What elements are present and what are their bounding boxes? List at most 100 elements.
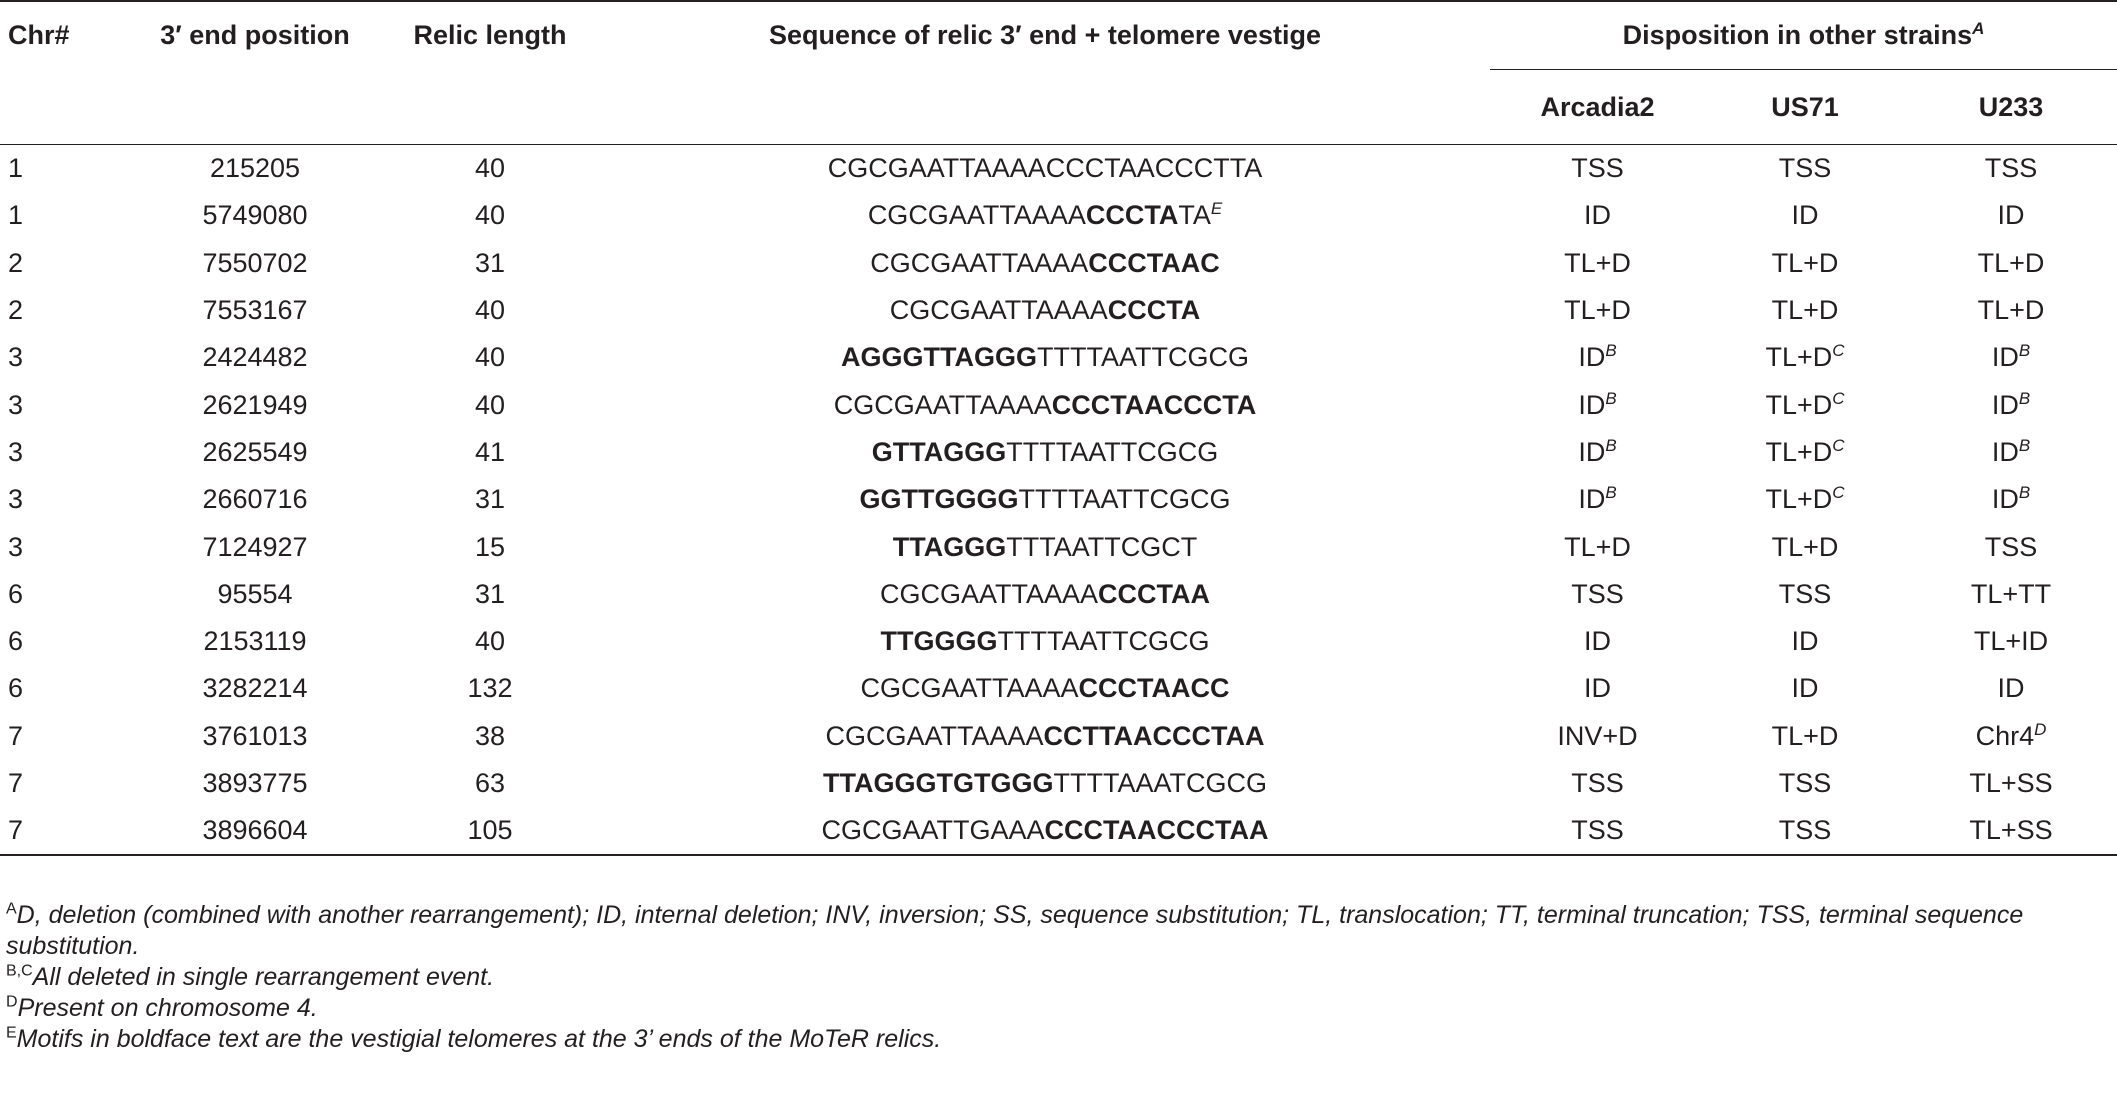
cell-us71: ID <box>1705 192 1905 239</box>
disposition-value: ID <box>1578 342 1606 373</box>
sequence-telomere-vestige: CCTTAACCCTAA <box>1043 720 1265 751</box>
footnote-mark: E <box>6 1024 17 1042</box>
col-header-position: 3′ end position <box>160 20 350 51</box>
cell-us71: TL+D <box>1705 523 1905 570</box>
sequence-telomere-vestige: CCCTAAC <box>1088 247 1220 278</box>
cell-u233: IDB <box>1905 476 2117 523</box>
disposition-value: TL+D <box>1771 720 1839 751</box>
cell-u233: IDB <box>1905 381 2117 428</box>
sequence-plain: TTTTAAATCGCG <box>1053 768 1267 798</box>
cell-u233: IDB <box>1905 334 2117 381</box>
disposition-footnote-mark: B <box>2018 483 2031 503</box>
table-row: 7 3761013 38 CGCGAATTAAAACCTTAACCCTAA INV+D T… <box>0 713 2117 760</box>
disposition-value: ID <box>1578 436 1606 467</box>
cell-position: 2153119 <box>203 626 307 657</box>
cell-u233: TSS <box>1905 523 2117 570</box>
cell-chr: 6 <box>8 626 24 657</box>
sequence-telomere-vestige: TTAGGG <box>892 531 1007 562</box>
cell-position: 215205 <box>209 153 301 184</box>
disposition-value: TL+D <box>1765 389 1833 420</box>
cell-relic-length: 132 <box>467 673 513 704</box>
cell-us71: TL+D <box>1705 713 1905 760</box>
cell-us71: TL+DC <box>1705 429 1905 476</box>
cell-sequence: CGCGAATTAAAACCCTAA <box>600 571 1490 618</box>
disposition-value: TL+SS <box>1969 768 2053 798</box>
sequence-plain: CGCGAATTAAAA <box>889 295 1108 326</box>
header-spacer <box>0 69 130 145</box>
disposition-value: TSS <box>1778 153 1832 184</box>
cell-chr: 7 <box>0 807 130 857</box>
header-row-2: Arcadia2 US71 U233 <box>0 69 2117 145</box>
disposition-footnote-mark: C <box>1832 341 1845 361</box>
cell-relic-length: 40 <box>474 153 506 184</box>
cell-u233: ID <box>1905 665 2117 712</box>
header-spacer <box>130 69 380 145</box>
table-row: 7 3896604 105 CGCGAATTGAAACCCTAACCCTAA TSS TS… <box>0 807 2117 857</box>
cell-u233: TL+D <box>1905 240 2117 287</box>
table-row: 3 7124927 15 TTAGGGTTTAATTCGCT TL+D TL+D TSS <box>0 523 2117 570</box>
cell-position: 7553167 <box>202 295 308 326</box>
disposition-footnote-mark: C <box>1832 483 1845 503</box>
cell-relic-length: 15 <box>474 531 506 562</box>
disposition-footnote-mark: C <box>1832 435 1845 455</box>
col-header-u233: U233 <box>1905 69 2117 145</box>
disposition-value: TSS <box>1778 815 1832 846</box>
cell-relic-length: 38 <box>474 720 506 751</box>
disposition-value: ID <box>1991 389 2019 420</box>
cell-chr: 1 <box>8 153 24 184</box>
disposition-value: ID <box>1991 342 2019 373</box>
sequence-plain: CGCGAATTAAAA <box>870 247 1089 278</box>
cell-chr: 6 <box>8 673 24 704</box>
cell-sequence: CGCGAATTAAAACCCTAACC <box>600 665 1490 712</box>
footnote-text: D, deletion (combined with another rearr… <box>6 901 2024 960</box>
disposition-value: TL+D <box>1765 484 1833 515</box>
cell-us71: TL+DC <box>1705 476 1905 523</box>
sequence-plain: CGCGAATTAAAACCCTAACCCTTA <box>827 153 1263 184</box>
footnote: AD, deletion (combined with another rear… <box>0 900 2100 962</box>
table-row: 3 2424482 40 AGGGTTAGGGTTTTAATTCGCG IDB TL+DC… <box>0 334 2117 381</box>
disposition-footnote-mark: B <box>1605 388 1617 408</box>
cell-relic-length: 31 <box>474 484 506 515</box>
cell-sequence: GGTTGGGGTTTTAATTCGCG <box>600 476 1490 523</box>
cell-chr: 2 <box>8 247 24 278</box>
cell-us71: TSS <box>1705 807 1905 857</box>
table-row: 1 215205 40 CGCGAATTAAAACCCTAACCCTTA TSS TSS T… <box>0 145 2117 193</box>
disposition-value: TSS <box>1571 815 1624 846</box>
cell-us71: ID <box>1705 618 1905 665</box>
disposition-footnote-mark: B <box>1605 435 1617 455</box>
sequence-plain: CGCGAATTAAAA <box>833 389 1052 420</box>
cell-arcadia2: IDB <box>1490 334 1705 381</box>
cell-chr: 3 <box>8 436 24 467</box>
disposition-footnote-mark: B <box>2018 341 2031 361</box>
disposition-value: TL+D <box>1765 342 1833 373</box>
disposition-value: TL+D <box>1765 436 1833 467</box>
table-body: 1 215205 40 CGCGAATTAAAACCCTAACCCTTA TSS TSS T… <box>0 145 2117 857</box>
col-header-disposition: Disposition in other strainsA <box>1490 1 2117 70</box>
disposition-value: ID <box>1791 200 1819 231</box>
cell-sequence: CGCGAATTAAAACCCTAACCCTA <box>600 381 1490 428</box>
cell-u233: TL+ID <box>1905 618 2117 665</box>
cell-u233: TL+D <box>1905 287 2117 334</box>
disposition-value: ID <box>1584 673 1611 704</box>
cell-us71: TSS <box>1705 571 1905 618</box>
table-row: 1 5749080 40 CGCGAATTAAAACCCTATAE ID ID ID <box>0 192 2117 239</box>
disposition-value: ID <box>1991 484 2019 515</box>
cell-sequence: TTAGGGTTTAATTCGCT <box>600 523 1490 570</box>
cell-us71: TL+D <box>1705 287 1905 334</box>
disposition-label: Disposition in other strains <box>1622 20 1973 50</box>
disposition-value: TSS <box>1778 768 1832 798</box>
disposition-value: TL+D <box>1771 295 1839 326</box>
cell-chr: 7 <box>8 720 24 751</box>
header-spacer <box>380 69 600 145</box>
cell-sequence: TTAGGGTGTGGGTTTTAAATCGCG <box>600 760 1490 807</box>
disposition-value: TL+D <box>1564 531 1631 562</box>
cell-chr: 1 <box>8 200 24 231</box>
disposition-value: ID <box>1578 484 1606 515</box>
cell-position: 3893775 <box>202 768 308 798</box>
disposition-value: TL+SS <box>1969 815 2053 846</box>
cell-chr: 3 <box>8 531 24 562</box>
cell-position: 7550702 <box>202 247 308 278</box>
sequence-telomere-vestige: TTAGGGTGTGGG <box>823 768 1054 798</box>
cell-u233: Chr4D <box>1905 713 2117 760</box>
cell-us71: TL+DC <box>1705 334 1905 381</box>
